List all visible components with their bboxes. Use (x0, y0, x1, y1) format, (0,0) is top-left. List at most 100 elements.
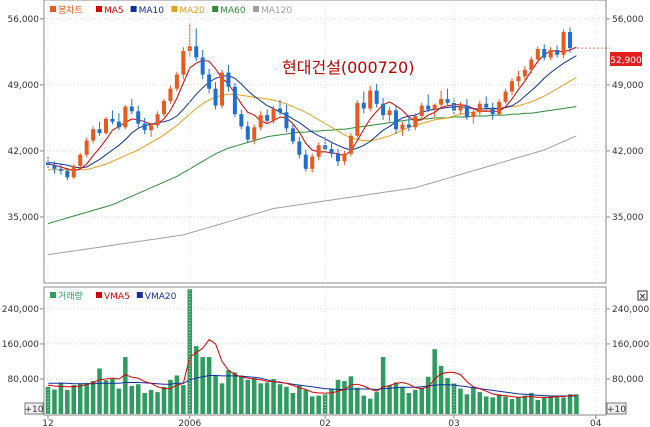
volume-bar (45, 386, 51, 414)
ma120-line (47, 135, 577, 256)
ma10-line (47, 55, 577, 169)
volume-bar (251, 378, 257, 414)
ma5-line (47, 46, 577, 172)
volume-bar (52, 389, 57, 414)
volume-tick-label-left: 160,000 (2, 340, 39, 350)
volume-bar (129, 385, 135, 414)
volume-bar (65, 389, 70, 414)
candle-body (207, 74, 212, 89)
volume-bar (142, 392, 147, 414)
zoom-label-right[interactable]: +10 (607, 405, 626, 415)
volume-bar (561, 397, 566, 414)
candle-body (226, 72, 231, 87)
candle-body (510, 81, 514, 92)
ma20-line (48, 76, 577, 171)
volume-bar (477, 392, 483, 414)
candle-body (104, 118, 108, 134)
candle-body (381, 103, 386, 116)
volume-bar (309, 396, 315, 414)
candle-body (555, 49, 560, 55)
candle-body (387, 110, 392, 116)
volume-bar (567, 394, 573, 414)
volume-tick-label-right: 240,000 (612, 305, 649, 315)
candle-body (52, 165, 57, 169)
candle-body (149, 125, 154, 131)
volume-tick-label-left: 80,000 (8, 375, 40, 385)
candle-body (464, 105, 469, 117)
volume-bar (219, 383, 225, 414)
price-legend-swatch (130, 6, 137, 12)
volume-legend-swatch (96, 292, 102, 298)
price-tick-label-left: 49,000 (8, 81, 40, 91)
volume-bar (554, 395, 560, 414)
candle-body (329, 149, 334, 154)
volume-bar (400, 386, 405, 414)
x-tick-label: 2006 (178, 419, 201, 427)
volume-bar (135, 384, 141, 414)
candle-body (65, 170, 70, 178)
volume-bar (329, 388, 334, 414)
ma10-layer (47, 55, 577, 169)
candle-body (522, 69, 527, 77)
candle-body (181, 50, 186, 75)
volume-bar (367, 398, 373, 414)
candle-body (458, 105, 463, 111)
close-icon[interactable]: × (639, 292, 647, 302)
volume-bar (297, 385, 302, 414)
volume-bar (226, 370, 231, 414)
volume-bar (206, 357, 212, 414)
candle-body (220, 72, 224, 106)
price-legend-swatch (96, 6, 102, 12)
candle-body (265, 115, 270, 121)
candle-body (142, 123, 147, 131)
chart-title: 현대건설(000720) (282, 58, 414, 77)
volume-bar (335, 379, 341, 414)
volume-bar (168, 379, 173, 414)
price-legend-swatch (212, 6, 219, 12)
vma20-line (48, 375, 577, 397)
candle-body (129, 106, 134, 112)
candle-body (200, 57, 205, 75)
volume-bar (90, 381, 96, 414)
volume-bar (148, 389, 154, 414)
volume-bar (264, 382, 270, 414)
volume-bar (535, 399, 541, 414)
price-legend-label: MA10 (139, 6, 165, 16)
price-legend-swatch (253, 6, 259, 12)
ma20-layer (48, 76, 577, 171)
candle-body (477, 103, 482, 113)
volume-bar (303, 389, 309, 414)
volume-bar (393, 382, 399, 414)
candle-body (368, 90, 373, 109)
candle-body (58, 168, 63, 171)
volume-tick-label-left: 240,000 (2, 305, 39, 315)
candle-body (516, 76, 521, 82)
price-tick-label-left: 42,000 (8, 147, 40, 157)
close-button[interactable]: × (637, 290, 648, 302)
candle-body (71, 166, 76, 178)
price-legend-label: MA120 (261, 6, 292, 16)
volume-bar (239, 375, 244, 414)
x-tick-label: 03 (448, 419, 459, 427)
zoom-label-left[interactable]: +10 (25, 405, 44, 415)
volume-bar (458, 388, 463, 414)
ma60-line (47, 106, 577, 225)
candles-layer (46, 23, 610, 181)
volume-legend-label: VMA20 (145, 292, 177, 302)
volume-bar (541, 397, 547, 414)
zoom-button-left[interactable]: +10 (24, 402, 44, 415)
candle-body (374, 90, 379, 104)
x-tick-label: 02 (319, 419, 330, 427)
zoom-button-right[interactable]: +10 (606, 402, 627, 415)
candle-body (490, 107, 495, 115)
vma5-line (47, 338, 577, 398)
price-tick-label-right: 35,000 (612, 213, 644, 223)
candle-body (445, 99, 450, 103)
volume-bar (361, 395, 367, 414)
candle-body (497, 101, 502, 115)
volume-legend-label: VMA5 (104, 292, 130, 302)
volume-bar (97, 368, 102, 414)
volume-bar (284, 386, 289, 414)
candle-body (136, 111, 141, 124)
